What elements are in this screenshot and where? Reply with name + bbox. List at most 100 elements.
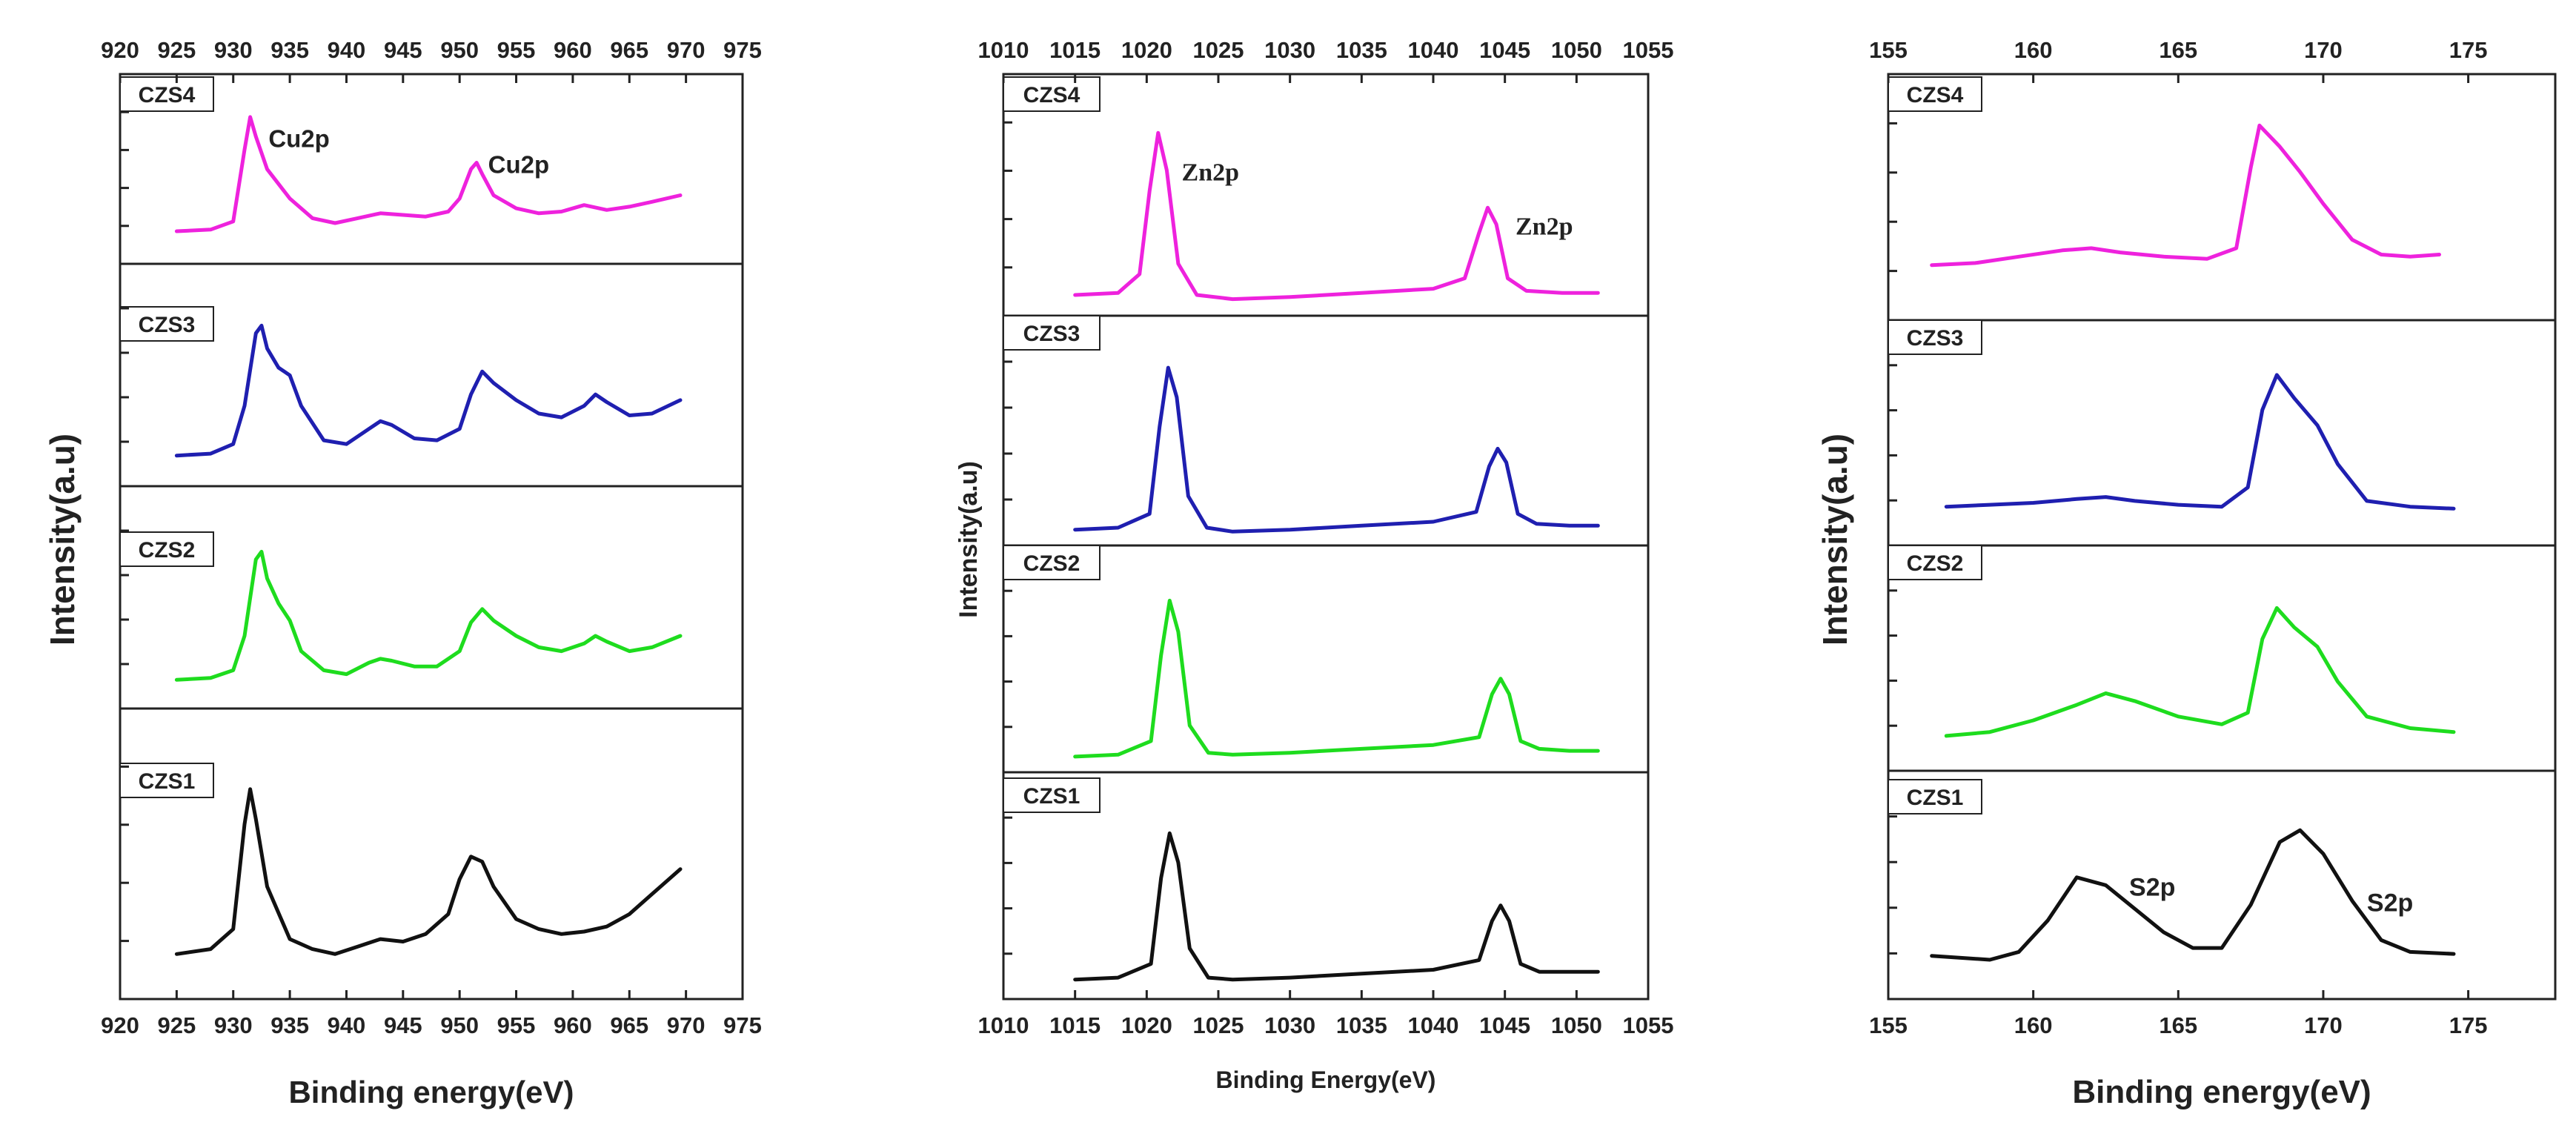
zn2p-czs3-label: CZS3: [1023, 322, 1080, 346]
zn2p-czs1-label: CZS1: [1023, 784, 1080, 809]
x-tick-label-bottom: 1040: [1408, 1012, 1459, 1038]
trace-s2p-czs3: [1944, 373, 2456, 511]
x-tick-label-bottom: 160: [2014, 1012, 2053, 1038]
s2p-y-axis-title: Intensity(a.u): [1816, 434, 1854, 646]
x-tick-label-bottom: 935: [270, 1012, 309, 1038]
cu2p-y-axis-title: Intensity(a.u): [43, 434, 82, 646]
cu2p-czs1-frame: [119, 707, 744, 1001]
x-tick-label-top: 170: [2304, 37, 2343, 63]
x-tick-label-top: 950: [440, 37, 479, 63]
sample-labels: CZS4 CZS3 CZS2 CZS1 CZS4 CZS3 CZS2 CZS1 …: [139, 83, 1964, 810]
trace-s2p-czs2: [1944, 606, 2456, 738]
x-tick-label-top: 1030: [1264, 37, 1315, 63]
x-tick-label-top: 1040: [1408, 37, 1459, 63]
x-tick-label-bottom: 930: [214, 1012, 253, 1038]
x-tick-label-bottom: 965: [610, 1012, 648, 1038]
x-tick-label-top: 165: [2159, 37, 2197, 63]
s2p-czs4-label: CZS4: [1907, 83, 1964, 107]
chart-cu2p-frames: [119, 73, 744, 1001]
peak-label-zn2p: Zn2p: [1516, 213, 1573, 241]
x-tick-label-top: 1035: [1336, 37, 1387, 63]
s2p-czs1-frame: [1887, 769, 2557, 1001]
trace-zn2p-czs4: [1073, 130, 1600, 302]
trace-cu2p-czs1: [174, 787, 683, 956]
trace-zn2p-czs2: [1073, 598, 1600, 759]
x-tick-label-bottom: 970: [667, 1012, 706, 1038]
x-tick-label-top: 965: [610, 37, 648, 63]
x-tick-label-top: 1055: [1623, 37, 1674, 63]
x-tick-label-top: 1045: [1479, 37, 1530, 63]
trace-cu2p-czs3: [174, 323, 683, 458]
peak-label-cu2p: Cu2p: [488, 151, 550, 179]
trace-zn2p-czs1: [1073, 831, 1600, 982]
x-tick-label-bottom: 925: [157, 1012, 196, 1038]
x-tick-label-bottom: 1045: [1479, 1012, 1530, 1038]
x-tick-label-bottom: 1015: [1049, 1012, 1101, 1038]
x-tick-label-bottom: 920: [101, 1012, 139, 1038]
zn2p-x-axis-title: Binding Energy(eV): [1216, 1066, 1436, 1093]
cu2p-czs4-label: CZS4: [139, 83, 196, 107]
trace-s2p-czs4: [1930, 123, 2441, 268]
x-tick-label-bottom: 960: [554, 1012, 592, 1038]
x-tick-label-top: 1050: [1551, 37, 1602, 63]
x-tick-label-top: 1025: [1193, 37, 1244, 63]
x-tick-label-top: 930: [214, 37, 253, 63]
cu2p-czs2-label: CZS2: [139, 538, 196, 563]
x-tick-label-bottom: 1030: [1264, 1012, 1315, 1038]
cu2p-czs3-label: CZS3: [139, 313, 196, 337]
x-tick-label-top: 945: [384, 37, 422, 63]
annotations-layer: Cu2p Cu2p Zn2p Zn2p S2p S2p: [268, 125, 2413, 917]
axis-titles: Binding energy(eV) Binding Energy(eV) Bi…: [43, 434, 2371, 1110]
x-tick-label-bottom: 1025: [1193, 1012, 1244, 1038]
peak-label-s2p: S2p: [2129, 873, 2175, 901]
x-tick-label-top: 1020: [1121, 37, 1172, 63]
x-tick-label-bottom: 955: [497, 1012, 536, 1038]
x-tick-label-bottom: 1055: [1623, 1012, 1674, 1038]
cu2p-x-axis-title: Binding energy(eV): [288, 1075, 574, 1109]
traces-layer: [174, 115, 2456, 982]
x-tick-label-bottom: 170: [2304, 1012, 2343, 1038]
x-tick-label-bottom: 175: [2449, 1012, 2488, 1038]
trace-cu2p-czs4: [174, 115, 683, 233]
peak-label-zn2p: Zn2p: [1182, 159, 1240, 187]
sample-label-boxes: [119, 76, 1982, 815]
x-tick-label-bottom: 155: [1869, 1012, 1908, 1038]
x-tick-label-bottom: 975: [723, 1012, 762, 1038]
x-tick-label-top: 920: [101, 37, 139, 63]
x-tick-label-top: 925: [157, 37, 196, 63]
x-tick-label-top: 960: [554, 37, 592, 63]
ticks-layer: 920 920 925 925 930 930 935 935 940 940 945 945 950 9…: [101, 37, 2487, 1038]
x-tick-label-top: 975: [723, 37, 762, 63]
x-tick-label-top: 955: [497, 37, 536, 63]
s2p-czs3-label: CZS3: [1907, 326, 1964, 351]
cu2p-czs1-label: CZS1: [139, 769, 196, 794]
chart-zn2p-frames: [1002, 73, 1650, 1001]
x-tick-label-bottom: 950: [440, 1012, 479, 1038]
x-tick-label-top: 1010: [978, 37, 1029, 63]
zn2p-y-axis-title: Intensity(a.u): [955, 461, 983, 618]
x-tick-label-top: 935: [270, 37, 309, 63]
trace-zn2p-czs3: [1073, 365, 1600, 534]
chart-s2p-frames: [1887, 73, 2557, 1001]
trace-cu2p-czs2: [174, 549, 683, 682]
x-tick-label-bottom: 165: [2159, 1012, 2197, 1038]
s2p-x-axis-title: Binding energy(eV): [2072, 1074, 2371, 1110]
x-tick-label-top: 1015: [1049, 37, 1101, 63]
x-tick-label-top: 155: [1869, 37, 1908, 63]
x-tick-label-bottom: 945: [384, 1012, 422, 1038]
x-tick-label-top: 970: [667, 37, 706, 63]
s2p-czs1-label: CZS1: [1907, 786, 1964, 810]
x-tick-label-bottom: 940: [328, 1012, 366, 1038]
trace-s2p-czs1: [1930, 828, 2456, 962]
x-tick-label-bottom: 1020: [1121, 1012, 1172, 1038]
s2p-czs2-label: CZS2: [1907, 551, 1964, 576]
x-tick-label-bottom: 1035: [1336, 1012, 1387, 1038]
x-tick-label-top: 160: [2014, 37, 2053, 63]
peak-label-cu2p: Cu2p: [268, 125, 330, 152]
zn2p-czs4-label: CZS4: [1023, 83, 1080, 107]
x-tick-label-bottom: 1050: [1551, 1012, 1602, 1038]
zn2p-czs2-label: CZS2: [1023, 551, 1080, 576]
zn2p-czs1-frame: [1002, 771, 1650, 1001]
